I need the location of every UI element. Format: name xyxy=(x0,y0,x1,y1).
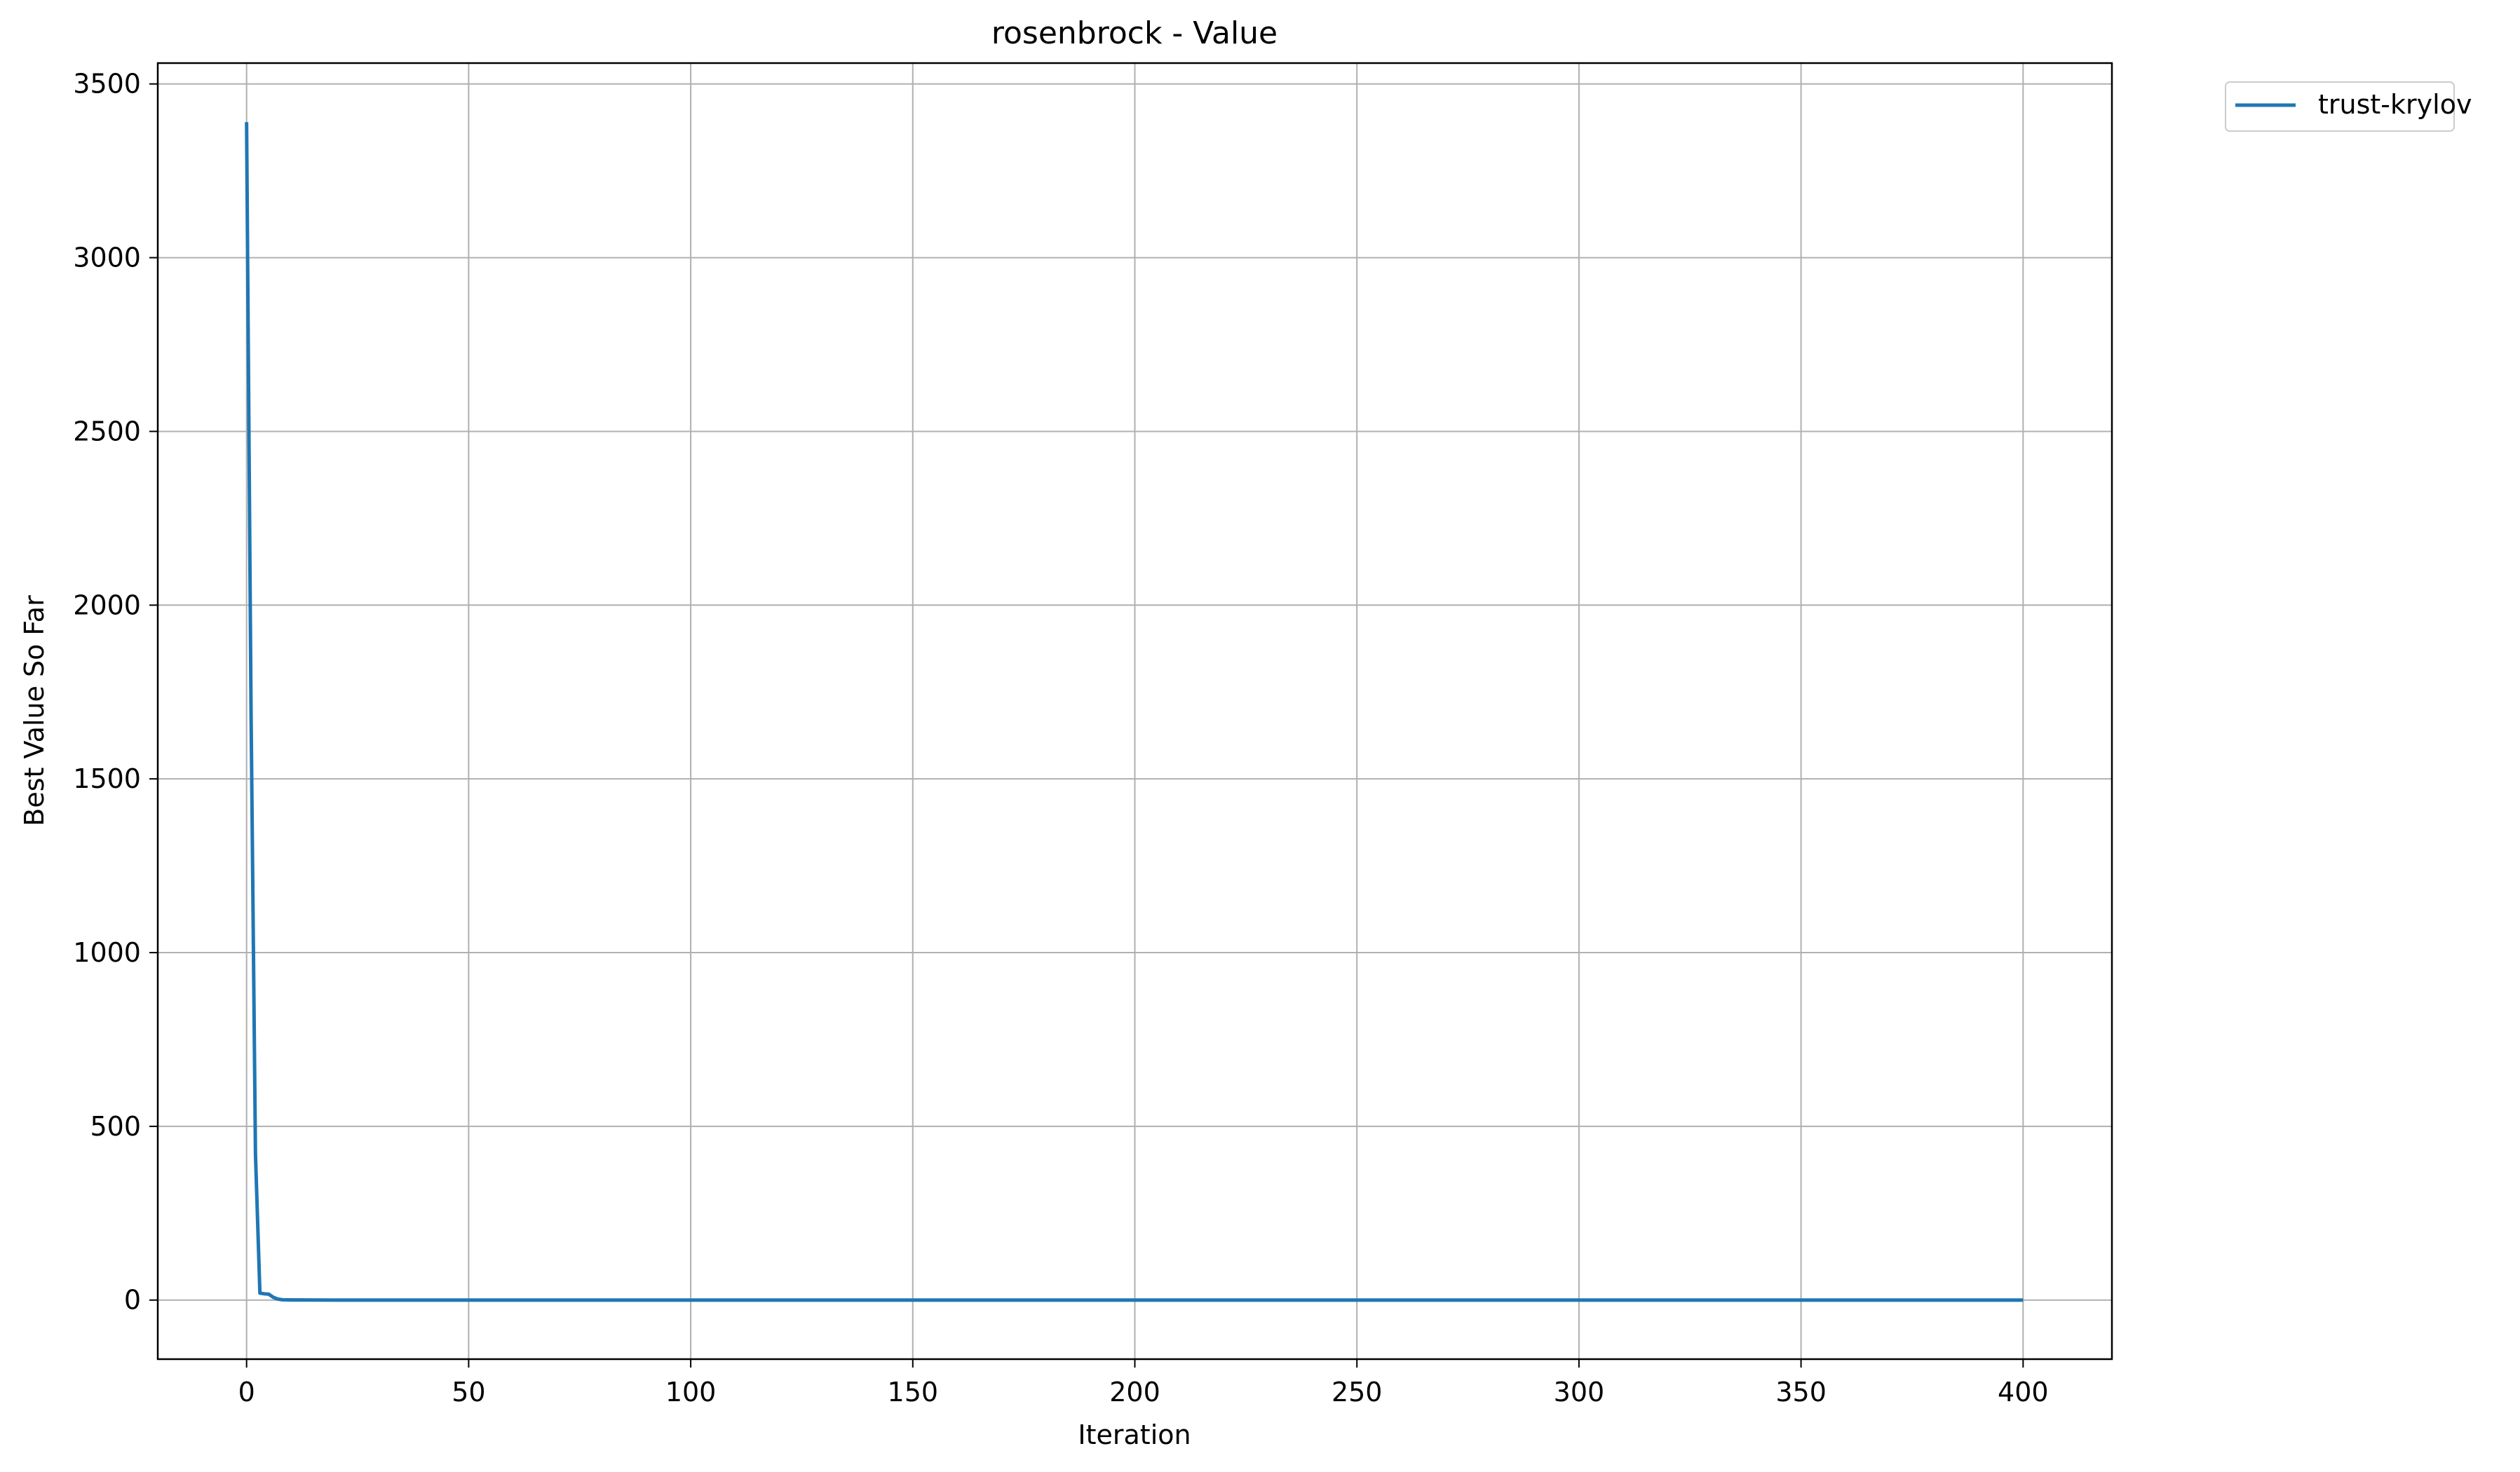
x-tick-label: 400 xyxy=(1998,1377,2049,1408)
legend-box xyxy=(2225,81,2455,132)
x-tick-label: 0 xyxy=(238,1377,255,1408)
x-tick-label: 100 xyxy=(665,1377,717,1408)
x-tick-label: 200 xyxy=(1109,1377,1160,1408)
series-line-trust-krylov xyxy=(245,122,2024,1302)
x-tick-label: 350 xyxy=(1775,1377,1827,1408)
legend: trust-krylov xyxy=(2225,81,2472,132)
y-tick-label: 2500 xyxy=(73,416,141,447)
x-tick-label: 150 xyxy=(888,1377,939,1408)
y-tick-label: 3500 xyxy=(73,69,141,100)
y-axis-label: Best Value So Far xyxy=(19,595,50,826)
chart-title: rosenbrock - Value xyxy=(991,15,1278,51)
y-tick-label: 500 xyxy=(90,1111,141,1142)
x-axis-ticks: 0 50 100 150 200 250 300 350 400 xyxy=(238,1359,2049,1408)
x-tick-label: 300 xyxy=(1554,1377,1605,1408)
legend-label-trust-krylov: trust-krylov xyxy=(2318,89,2472,120)
y-tick-label: 0 xyxy=(124,1285,141,1316)
y-tick-label: 1500 xyxy=(73,763,141,794)
y-tick-label: 1000 xyxy=(73,937,141,968)
x-tick-label: 50 xyxy=(452,1377,485,1408)
y-tick-label: 3000 xyxy=(73,243,141,273)
x-axis-label: Iteration xyxy=(1078,1419,1191,1450)
y-axis-ticks: 0 500 1000 1500 2000 2500 3000 3500 xyxy=(73,69,158,1316)
x-tick-label: 250 xyxy=(1332,1377,1383,1408)
y-tick-label: 2000 xyxy=(73,590,141,620)
grid-lines xyxy=(158,63,2112,1359)
series-layer xyxy=(245,122,2024,1302)
